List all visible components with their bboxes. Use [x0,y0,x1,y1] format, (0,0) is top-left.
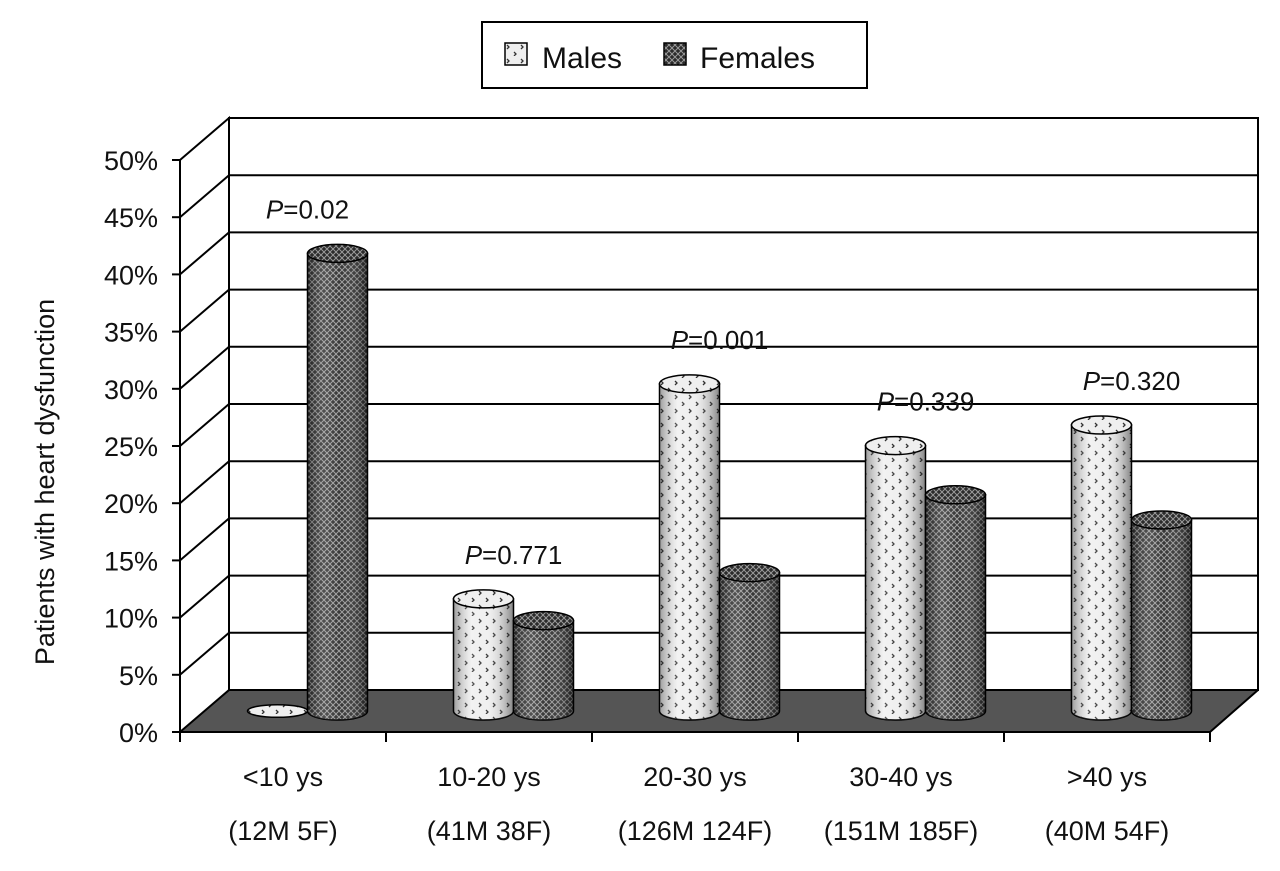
x-tick-sublabel: (41M 38F) [427,816,552,846]
bar-males [864,435,927,721]
x-tick-label: 20-30 ys [643,762,747,792]
y-tick-label: 25% [104,432,158,462]
p-value-label: P=0.320 [1083,366,1181,396]
gridline-side [179,231,230,276]
p-value-label: P=0.339 [877,387,975,417]
bar-females-shade [513,620,574,720]
bar-males-shade [453,598,514,720]
floor-front-right [1209,689,1259,733]
legend-swatch-females [663,42,687,66]
bar-males-shade [1071,425,1132,720]
x-tick-sublabel: (126M 124F) [618,816,773,846]
legend-label-females: Females [700,42,815,75]
bar-females [306,243,369,721]
x-tick-label: >40 ys [1067,762,1147,792]
bar-females [924,485,987,721]
x-axis-ticks: <10 ys (12M 5F) 10-20 ys (41M 38F) 20-30 ys (… [179,732,1211,846]
bar-females-shade [307,253,368,720]
bar-females-top [1130,510,1193,530]
gridline-side [179,632,230,676]
bar-females-top [512,610,575,631]
y-tick-label: 10% [104,604,158,634]
y-tick-label: 50% [104,146,158,176]
bar-females-top [924,485,987,505]
bar-females-shade [719,572,780,720]
bar-males-top [658,374,721,394]
bar-males [246,703,309,719]
bar-males-shade [865,445,926,720]
bar-males [1070,415,1133,721]
y-tick-label: 45% [104,203,158,233]
x-tick-label: 10-20 ys [437,762,541,792]
bar-females-top [306,243,369,264]
y-tick-label: 40% [104,260,158,290]
bar-males-top [1070,415,1133,435]
bar-males-top [452,589,515,609]
bar-females-shade [1131,519,1192,720]
bar-males [452,589,515,721]
legend: Males Females [481,21,868,89]
x-tick-sublabel: (40M 54F) [1045,816,1170,846]
bar-males-top [864,435,927,456]
bar-males-shade [659,383,720,720]
gridline-side [179,288,230,333]
bar-males [658,374,721,721]
p-value-label: P=0.001 [671,325,769,355]
gridline-side [179,517,230,562]
y-tick-label: 35% [104,318,158,348]
legend-label-males: Males [542,42,622,75]
bar-females-top [718,562,781,583]
bars [246,243,1193,721]
p-value-annotations: P=0.02 P=0.771 P=0.001 P=0.339 P=0.320 [266,194,1180,569]
y-tick-label: 20% [104,489,158,519]
y-tick-label: 15% [104,546,158,576]
y-tick-label: 0% [119,718,158,748]
x-tick-sublabel: (12M 5F) [228,816,338,846]
bar-females [1130,510,1193,721]
gridline-side [179,574,230,619]
gridline-side [179,460,230,504]
gridline-side [179,346,230,390]
x-tick-label: 30-40 ys [849,762,953,792]
bar-females-shade [925,494,986,720]
bar-males-flat [246,703,309,719]
y-tick-label: 30% [104,375,158,405]
y-tick-label: 5% [119,661,158,691]
y-axis-label: Patients with heart dysfunction [30,299,60,665]
p-value-label: P=0.02 [266,194,349,224]
y-axis-ticks: 0% 5% 10% 15% 20% 25% 30% 35% 40% 45% 50% [104,146,180,748]
gridline-side [179,174,230,218]
gridline-side [179,403,230,447]
x-tick-sublabel: (151M 185F) [824,816,979,846]
p-value-label: P=0.771 [465,540,563,570]
x-tick-label: <10 ys [243,762,323,792]
legend-swatch-males [504,42,528,66]
bar-females [512,610,575,721]
bar-females [718,562,781,721]
